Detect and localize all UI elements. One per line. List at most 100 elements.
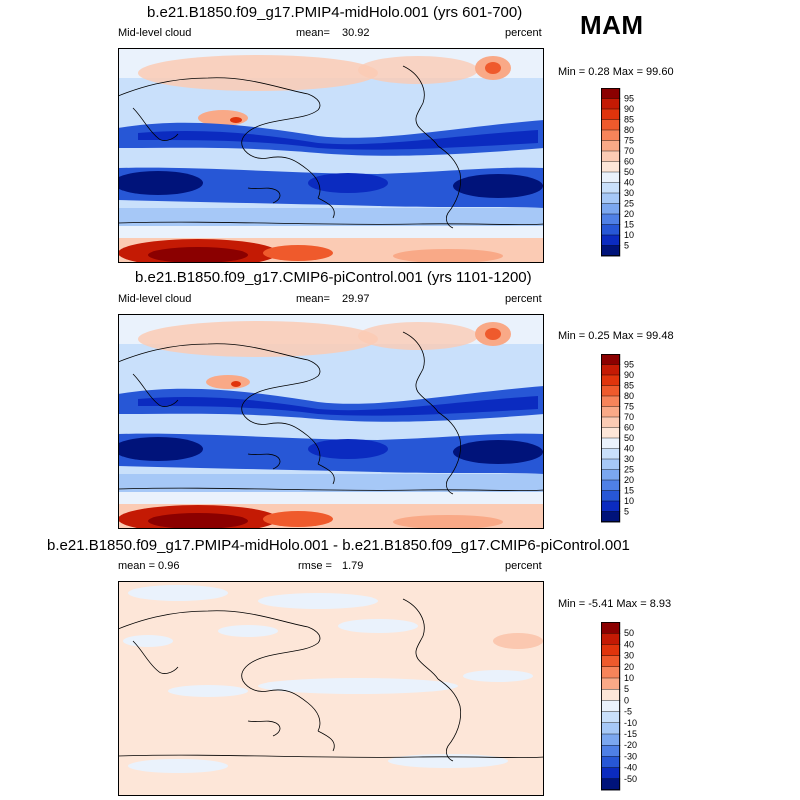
colorbar-2-swatch [601, 458, 621, 471]
colorbar-1-tick-label: 60 [624, 157, 634, 167]
panel-3-rmse-value: 1.79 [342, 560, 364, 572]
colorbar-1-swatch [601, 203, 621, 215]
colorbar-2-tick-label: 50 [624, 433, 634, 443]
panel-1-mean-label: mean= [296, 27, 330, 39]
colorbar-3-swatch [601, 666, 621, 679]
colorbar-2-tick-label: 60 [624, 423, 634, 433]
colorbar-1-tick-label: 50 [624, 167, 634, 177]
colorbar-3-tick-label: 40 [624, 639, 634, 649]
panel-3-minmax: Min = -5.41 Max = 8.93 [558, 598, 672, 610]
colorbar-3-swatch [601, 711, 621, 724]
colorbar-1-swatch [601, 88, 621, 100]
colorbar-3-border [601, 622, 620, 790]
panel-2-title: b.e21.B1850.f09_g17.CMIP6-piControl.001 … [135, 269, 532, 286]
panel-2-map [118, 314, 544, 529]
colorbar-3-tick-label: 5 [624, 684, 629, 694]
season-label: MAM [580, 10, 644, 40]
colorbar-1-swatch [601, 140, 621, 152]
colorbar-1-swatch [601, 245, 621, 257]
colorbar-2-swatch [601, 395, 621, 408]
colorbar-2-tick-label: 75 [624, 402, 634, 412]
colorbar-1-tick-label: 15 [624, 220, 634, 230]
colorbar-3-tick-label: 50 [624, 628, 634, 638]
colorbar-2-swatch [601, 416, 621, 429]
colorbar-1-tick-label: 30 [624, 188, 634, 198]
colorbar-1-tick-label: 90 [624, 104, 634, 114]
colorbar-3-tick-label: -10 [624, 718, 637, 728]
colorbar-3-swatch [601, 778, 621, 791]
colorbar-1-swatch [601, 171, 621, 184]
colorbar-2-tick-label: 20 [624, 475, 634, 485]
colorbar-3-tick-label: 10 [624, 673, 634, 683]
colorbar-2-swatch [601, 364, 621, 376]
colorbar-3-swatch [601, 688, 621, 701]
colorbar-2-swatch [601, 354, 621, 366]
colorbar-2-swatch [601, 479, 621, 492]
colorbar-1-swatch [601, 98, 621, 110]
colorbar-2-tick-label: 30 [624, 454, 634, 464]
colorbar-1-swatch [601, 108, 621, 121]
colorbar-1-tick-label: 20 [624, 209, 634, 219]
colorbar-2-swatch [601, 511, 621, 523]
colorbar-3-swatch [601, 644, 621, 657]
colorbar-3-swatch [601, 677, 621, 690]
colorbar-2-tick-label: 5 [624, 507, 629, 517]
colorbar-1-swatch [601, 182, 621, 194]
colorbar-2-swatch [601, 385, 621, 397]
colorbar-1-tick-label: 10 [624, 230, 634, 240]
colorbar-2-tick-label: 80 [624, 391, 634, 401]
colorbar-3-swatch [601, 632, 621, 645]
panel-1-units: percent [505, 27, 542, 39]
panel-2-units: percent [505, 293, 542, 305]
colorbar-2-swatch [601, 374, 621, 387]
colorbar-2-swatch [601, 490, 621, 502]
panel-1-map [118, 48, 544, 263]
colorbar-2-tick-label: 15 [624, 486, 634, 496]
panel-3-rmse-label: rmse = [298, 560, 332, 572]
colorbar-3-tick-label: -50 [624, 774, 637, 784]
panel-1-minmax: Min = 0.28 Max = 99.60 [558, 66, 674, 78]
panel-2-minmax: Min = 0.25 Max = 99.48 [558, 330, 674, 342]
colorbar-2-swatch [601, 406, 621, 418]
colorbar-2-tick-label: 25 [624, 465, 634, 475]
colorbar-1-swatch [601, 161, 621, 173]
colorbar-2-swatch [601, 448, 621, 460]
colorbar-3-tick-label: 0 [624, 695, 629, 705]
colorbar-1-tick-label: 25 [624, 199, 634, 209]
colorbar-3-tick-label: -5 [624, 707, 632, 717]
panel-3-map [118, 581, 544, 796]
colorbar-2-tick-label: 40 [624, 444, 634, 454]
colorbar-3-swatch [601, 722, 621, 735]
colorbar-3-tick-label: -20 [624, 740, 637, 750]
colorbar-2-tick-label: 10 [624, 496, 634, 506]
colorbar-2-tick-label: 90 [624, 370, 634, 380]
colorbar-2-tick-label: 70 [624, 412, 634, 422]
colorbar-1-tick-label: 70 [624, 146, 634, 156]
colorbar-2-swatch [601, 427, 621, 439]
colorbar-3-tick-label: 30 [624, 651, 634, 661]
colorbar-1-tick-label: 80 [624, 125, 634, 135]
panel-3-mean: mean = 0.96 [118, 560, 180, 572]
panel-3-title: b.e21.B1850.f09_g17.PMIP4-midHolo.001 - … [47, 537, 630, 554]
colorbar-2-border [601, 354, 620, 522]
colorbar-2-tick-label: 85 [624, 381, 634, 391]
panel-1-variable-label: Mid-level cloud [118, 27, 192, 39]
colorbar-1-tick-label: 85 [624, 115, 634, 125]
colorbar-3-tick-label: -30 [624, 751, 637, 761]
colorbar-2-swatch [601, 469, 621, 481]
colorbar-3-swatch [601, 767, 621, 780]
panel-1-mean-value: 30.92 [342, 27, 370, 39]
panel-2-mean-label: mean= [296, 293, 330, 305]
colorbar-3-tick-label: 20 [624, 662, 634, 672]
colorbar-2-tick-label: 95 [624, 360, 634, 370]
colorbar-3-swatch [601, 622, 621, 634]
colorbar-1-swatch [601, 119, 621, 131]
panel-3-units: percent [505, 560, 542, 572]
colorbar-1-swatch [601, 192, 621, 205]
colorbar-3-swatch [601, 700, 621, 713]
colorbar-1-swatch [601, 150, 621, 163]
colorbar-1-swatch [601, 234, 621, 247]
colorbar-1-tick-label: 40 [624, 178, 634, 188]
